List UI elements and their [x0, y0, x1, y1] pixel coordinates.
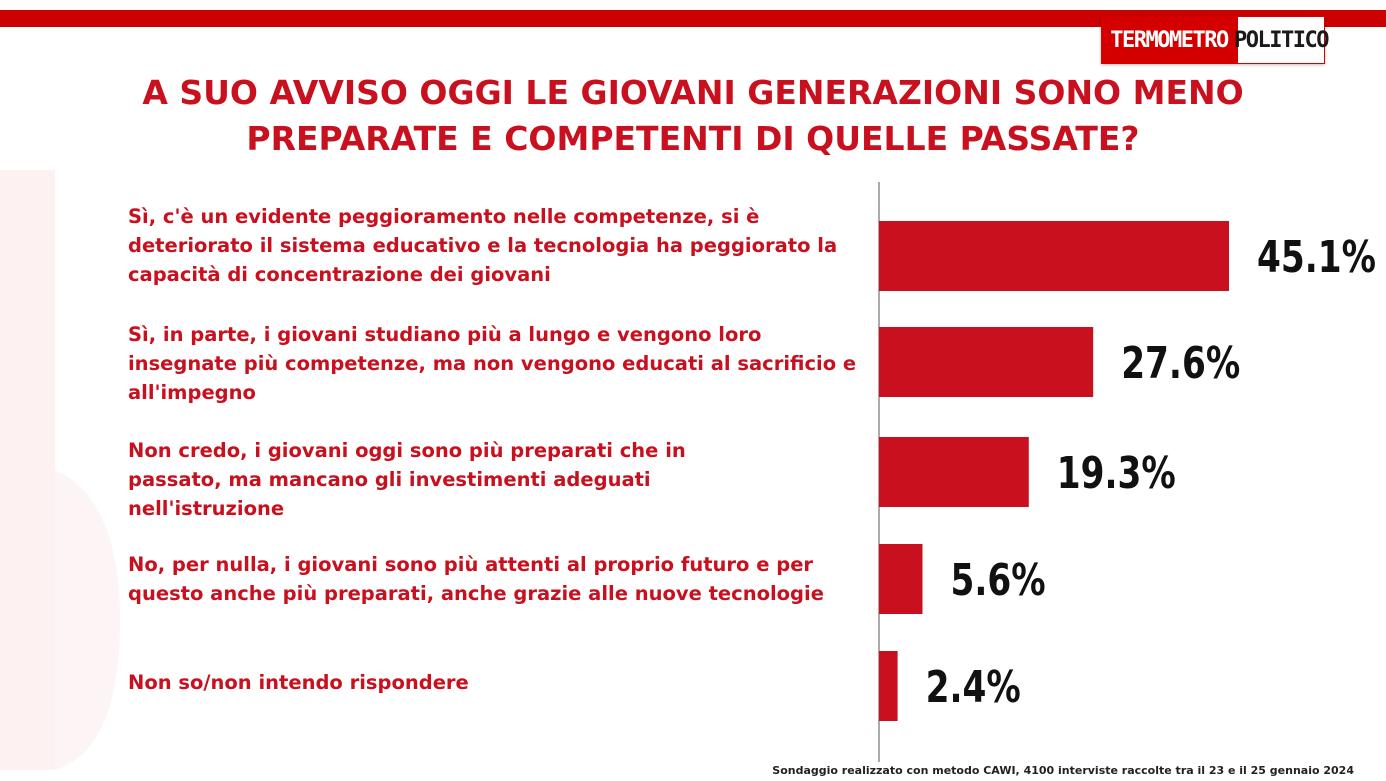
bar-1 [879, 221, 1229, 291]
background-watermark [0, 170, 120, 770]
answer-label-3: Non credo, i giovani oggi sono più prepa… [128, 439, 686, 520]
footer-note: Sondaggio realizzato con metodo CAWI, 41… [772, 764, 1354, 777]
bar-4 [879, 544, 923, 614]
bar-2 [879, 327, 1094, 397]
value-label-5: 2.4% [926, 662, 1021, 713]
bars-group: 45.1% 27.6% 19.3% 5.6% 2.4% [879, 221, 1376, 721]
answer-label-5: Non so/non intendo rispondere [128, 671, 469, 694]
value-label-1: 45.1% [1257, 232, 1376, 283]
logo-text-termometro: TERMOMETRO [1101, 16, 1237, 64]
termometro-politico-logo: TERMOMETRO POLITICO [1101, 16, 1329, 64]
answer-label-2: Sì, in parte, i giovani studiano più a l… [128, 323, 857, 404]
chart-title: A SUO AVVISO OGGI LE GIOVANI GENERAZIONI… [142, 73, 1244, 158]
top-red-bar [0, 10, 1386, 27]
value-label-2: 27.6% [1121, 338, 1240, 389]
bar-5 [879, 651, 898, 721]
value-label-3: 19.3% [1057, 448, 1176, 499]
bar-3 [879, 437, 1029, 507]
answer-label-4: No, per nulla, i giovani sono più attent… [128, 553, 824, 605]
answer-label-1: Sì, c'è un evidente peggioramento nelle … [128, 205, 838, 286]
logo-text-politico: POLITICO [1234, 16, 1329, 64]
value-label-4: 5.6% [951, 555, 1046, 606]
